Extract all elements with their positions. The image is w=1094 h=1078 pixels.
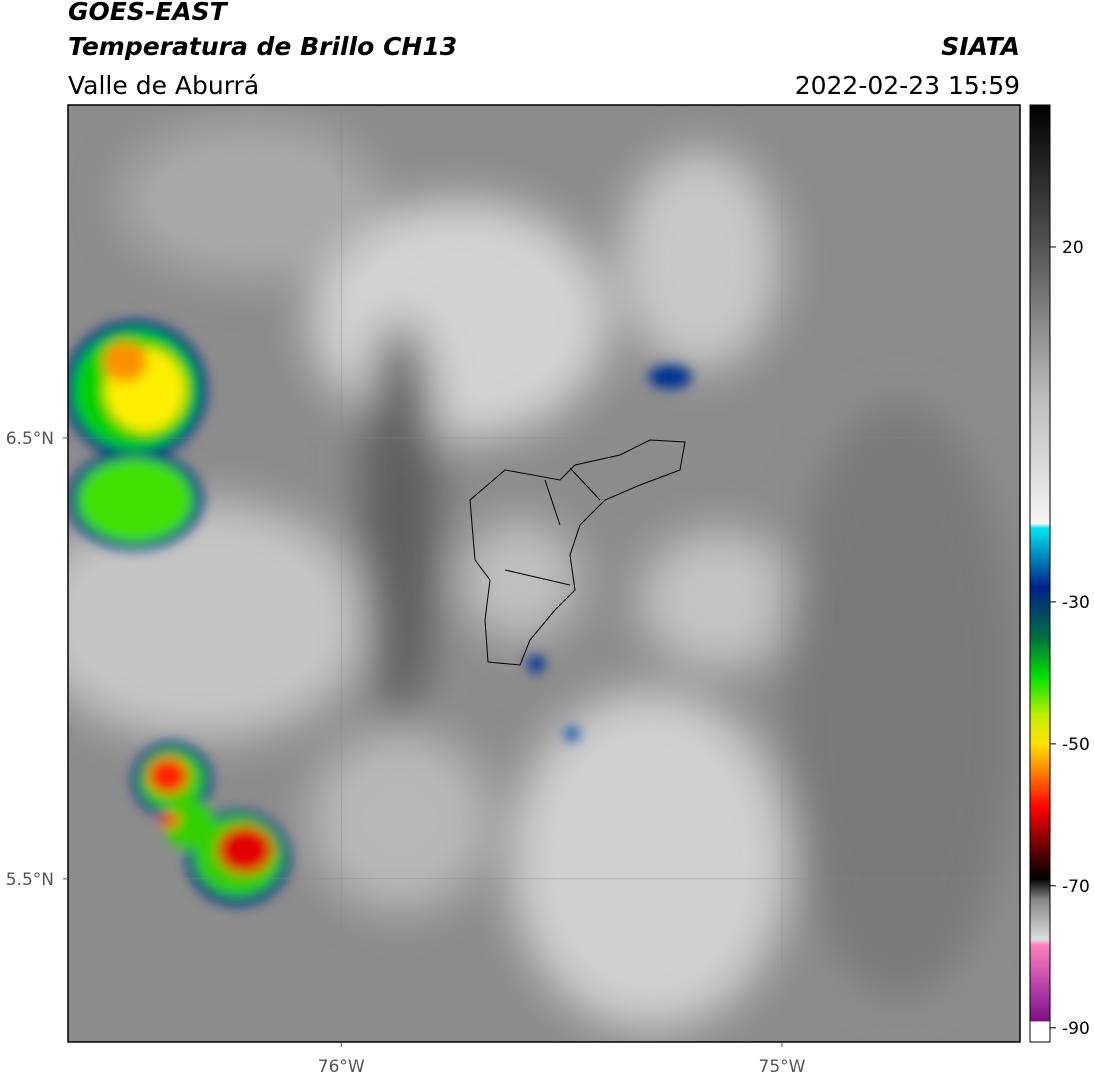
title: GOES-EAST [68,0,229,26]
colorbar-tick-label: -90 [1062,1019,1090,1039]
cloud-field [68,120,1020,1030]
colorbar-tick-label: -30 [1062,593,1090,613]
source: SIATA [941,32,1020,61]
x-tick-label: 75°W [759,1057,806,1077]
cold-cloud-tops [68,320,692,906]
colorbar [1029,104,1051,1043]
valley-boundary [469,439,686,666]
y-tick-label: 6.5°N [6,429,54,449]
datetime: 2022-02-23 15:59 [795,71,1020,100]
colorbar-tick-label: -50 [1062,735,1090,755]
map-image [68,105,1020,1042]
map-frame [67,104,1021,1043]
region: Valle de Aburrá [68,71,259,100]
colorbar-tick-label: 20 [1062,238,1084,258]
y-tick-label: 5.5°N [6,870,54,890]
colorbar-tick-label: -70 [1062,877,1090,897]
x-tick-label: 76°W [318,1057,365,1077]
subtitle: Temperatura de Brillo CH13 [68,32,457,61]
